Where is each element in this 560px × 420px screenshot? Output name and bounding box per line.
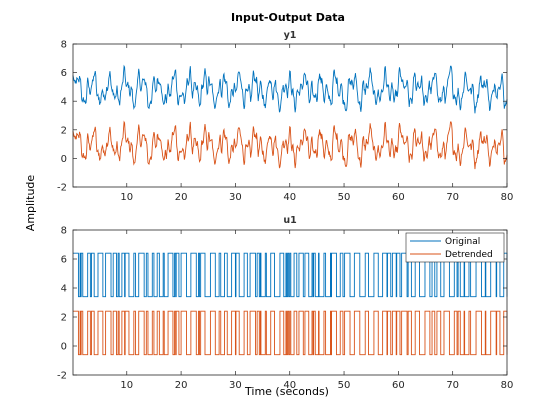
chart-title: Input-Output Data bbox=[231, 11, 345, 24]
axes-y1-series bbox=[72, 64, 508, 170]
y-tick-label: -2 bbox=[57, 371, 67, 382]
y-tick-label: -2 bbox=[57, 183, 67, 194]
y-tick-label: 2 bbox=[61, 313, 67, 324]
y-tick-label: 6 bbox=[61, 68, 67, 79]
x-tick-label: 50 bbox=[338, 192, 351, 203]
x-tick-label: 20 bbox=[175, 380, 188, 391]
x-tick-label: 60 bbox=[392, 192, 405, 203]
axes-u1: -2 0 2 4 6 8 10 20 30 40 50 60 70 80 u1 Original Detr… bbox=[57, 215, 513, 391]
y-tick-label: 0 bbox=[61, 154, 67, 165]
axes-u1-title: u1 bbox=[283, 215, 296, 226]
legend-label-original: Original bbox=[445, 237, 480, 247]
y-tick-label: 4 bbox=[61, 97, 67, 108]
x-tick-label: 80 bbox=[501, 380, 514, 391]
axes-y1: -2 0 2 4 6 8 10 20 30 40 50 60 70 80 y1 bbox=[57, 30, 513, 203]
axes-y1-background bbox=[73, 44, 507, 187]
x-axis-label: Time (seconds) bbox=[244, 385, 329, 398]
y-axis-label: Amplitude bbox=[24, 175, 37, 232]
x-tick-label: 30 bbox=[229, 380, 242, 391]
legend-label-detrended: Detrended bbox=[445, 250, 493, 260]
x-tick-label: 20 bbox=[175, 192, 188, 203]
y-tick-label: 8 bbox=[61, 40, 67, 51]
x-tick-label: 30 bbox=[229, 192, 242, 203]
axes-u1-ticks: -2 0 2 4 6 8 10 20 30 40 50 60 70 80 bbox=[57, 226, 513, 392]
legend: Original Detrended bbox=[405, 232, 505, 263]
series-y1-original bbox=[72, 64, 508, 114]
y-tick-label: 0 bbox=[61, 342, 67, 353]
x-tick-label: 10 bbox=[120, 192, 133, 203]
x-tick-label: 60 bbox=[392, 380, 405, 391]
y-tick-label: 2 bbox=[61, 125, 67, 136]
x-tick-label: 40 bbox=[283, 380, 296, 391]
series-y1-detrended bbox=[72, 120, 508, 170]
x-tick-label: 70 bbox=[446, 380, 459, 391]
axes-y1-title: y1 bbox=[284, 30, 297, 41]
x-tick-label: 40 bbox=[283, 192, 296, 203]
axes-u1-series bbox=[73, 252, 508, 356]
series-u1-original bbox=[73, 252, 508, 298]
x-tick-label: 80 bbox=[501, 192, 514, 203]
y-tick-label: 6 bbox=[61, 255, 67, 266]
legend-box bbox=[405, 232, 505, 263]
axes-y1-ticks: -2 0 2 4 6 8 10 20 30 40 50 60 70 80 bbox=[57, 40, 513, 204]
series-u1-detrended bbox=[73, 310, 508, 356]
y-tick-label: 8 bbox=[61, 226, 67, 237]
x-tick-label: 50 bbox=[338, 380, 351, 391]
x-tick-label: 10 bbox=[120, 380, 133, 391]
y-tick-label: 4 bbox=[61, 284, 67, 295]
x-tick-label: 70 bbox=[446, 192, 459, 203]
